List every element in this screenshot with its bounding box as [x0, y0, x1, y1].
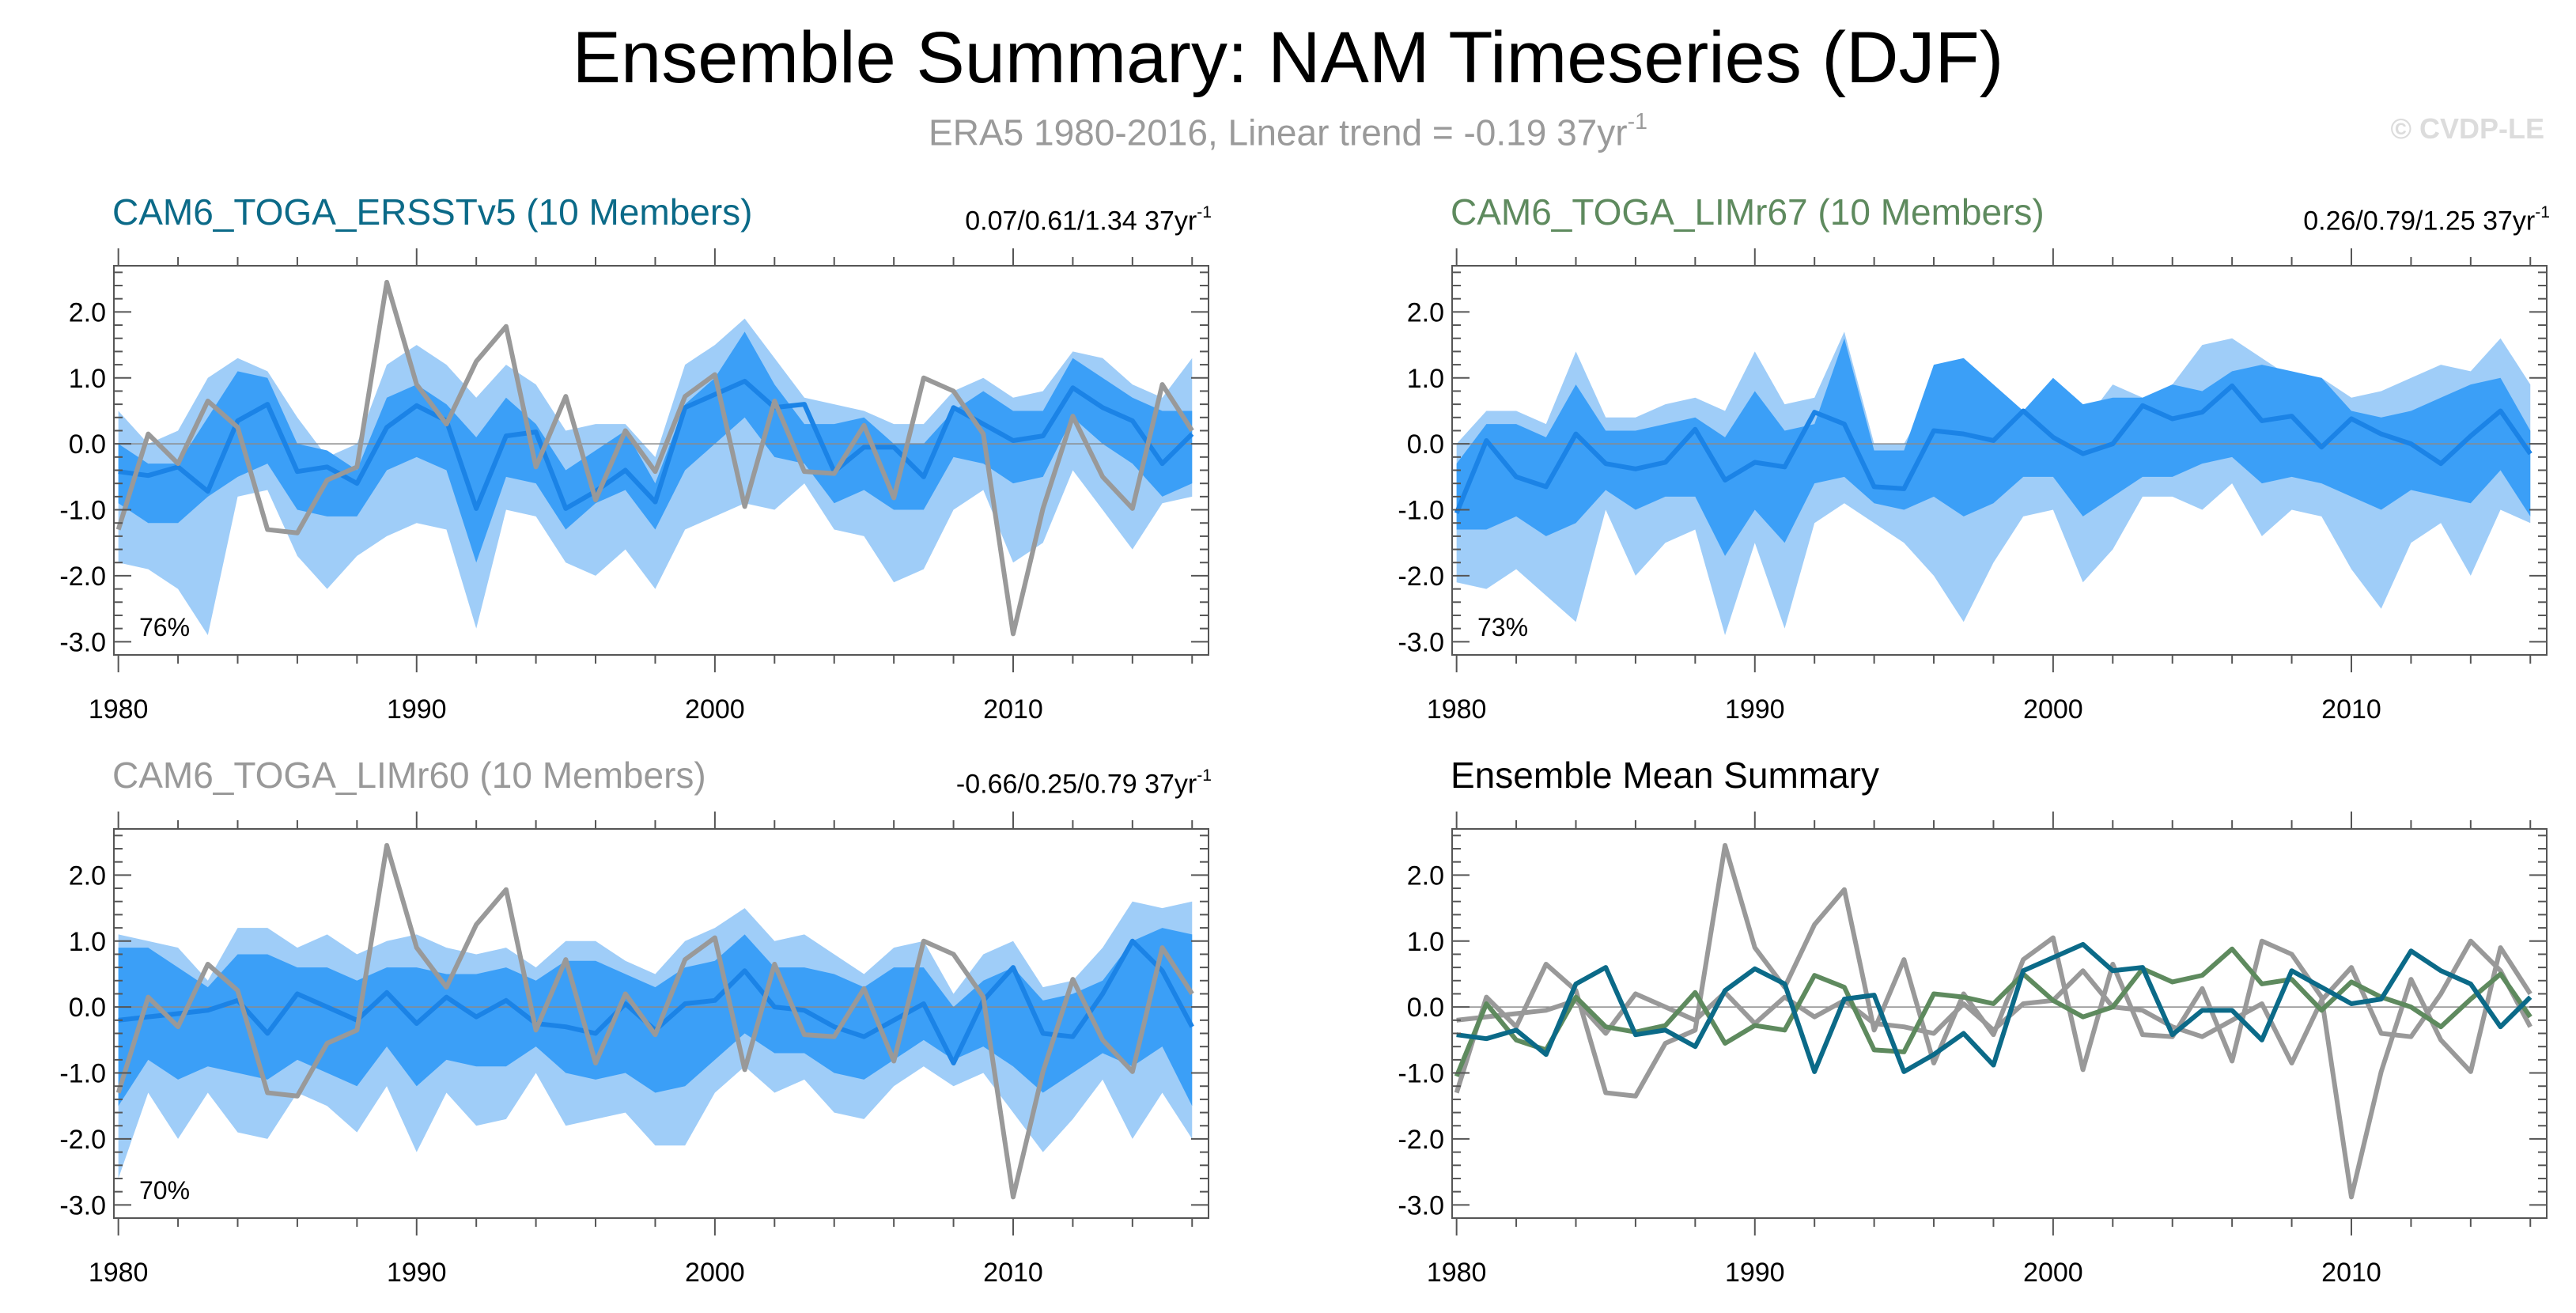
y-tick-label: -1.0	[1398, 1059, 1444, 1089]
subtitle-exponent: -1	[1627, 108, 1647, 134]
y-tick-label: 2.0	[1407, 861, 1444, 891]
x-tick-label: 1990	[1725, 694, 1785, 725]
ensemble-mean-line	[118, 378, 1194, 511]
panel-toga-limr60: 2.0 1.0 0.0 -1.0 -2.0 -3.0 1980 1990 2000 2010 70%	[59, 812, 1209, 1288]
panel-title-ensemble-mean: Ensemble Mean Summary	[1451, 755, 1879, 796]
trend-text: 0.07/0.61/1.34 37yr	[965, 206, 1197, 236]
y-tick-label: -1.0	[59, 496, 106, 526]
era5-obs-line	[115, 279, 1194, 637]
trend-label-toga-limr67: 0.26/0.79/1.25 37yr-1	[2303, 198, 2550, 238]
x-tick-label: 1990	[387, 694, 447, 725]
inner-spread-band	[118, 331, 1193, 563]
trend-label-toga-limr60: -0.66/0.25/0.79 37yr-1	[956, 761, 1212, 801]
trend-label-toga-ersst: 0.07/0.61/1.34 37yr-1	[965, 198, 1212, 238]
x-tick-label: 1980	[89, 1258, 149, 1288]
y-tick-label: 0.0	[69, 429, 106, 460]
x-tick-label: 1980	[1427, 1258, 1487, 1288]
panel-title-toga-limr67: CAM6_TOGA_LIMr67 (10 Members)	[1451, 191, 2045, 233]
plot-frame	[113, 828, 1209, 1219]
y-tick-label: -3.0	[1398, 627, 1444, 657]
panel-toga-ersst: 2.0 1.0 0.0 -1.0 -2.0 -3.0 1980 1990 2000 2010 76%	[59, 248, 1209, 725]
subtitle-text: ERA5 1980-2016, Linear trend = -0.19 37y…	[929, 112, 1628, 153]
y-tick-label: -2.0	[1398, 562, 1444, 592]
x-tick-label: 2000	[685, 1258, 745, 1288]
percent-label: 76%	[139, 613, 190, 641]
panel-toga-limr67: 2.0 1.0 0.0 -1.0 -2.0 -3.0 1980 1990 2000 2010 73%	[1398, 248, 2548, 725]
x-tick-label: 2000	[685, 694, 745, 725]
plot-frame	[1451, 265, 2548, 656]
trend-text: -0.66/0.25/0.79 37yr	[955, 769, 1197, 800]
x-tick-label: 1980	[89, 694, 149, 725]
plot-frame	[113, 265, 1209, 656]
era5-obs-line	[115, 842, 1194, 1200]
x-tick-label: 1980	[1427, 694, 1487, 725]
x-tick-label: 2010	[2321, 1258, 2381, 1288]
percent-label: 73%	[1477, 613, 1528, 641]
y-tick-label: 1.0	[1407, 927, 1444, 957]
series-line-era5	[1454, 842, 2532, 1200]
y-tick-label: 1.0	[1407, 364, 1444, 394]
y-tick-label: 1.0	[69, 364, 106, 394]
panel-title-toga-ersst: CAM6_TOGA_ERSSTv5 (10 Members)	[112, 191, 753, 233]
trend-text: 0.26/0.79/1.25 37yr	[2303, 206, 2536, 236]
plot-frame	[1451, 828, 2548, 1219]
page-title: Ensemble Summary: NAM Timeseries (DJF)	[572, 17, 2004, 98]
x-tick-label: 2010	[983, 1258, 1043, 1288]
y-tick-label: -3.0	[1398, 1190, 1444, 1220]
trend-exponent: -1	[1197, 202, 1212, 221]
y-tick-label: 2.0	[1407, 297, 1444, 327]
plot-area	[1452, 331, 2547, 635]
percent-label: 70%	[139, 1176, 190, 1205]
y-tick-label: -2.0	[59, 1125, 106, 1155]
x-tick-label: 1990	[1725, 1258, 1785, 1288]
plot-area	[114, 842, 1209, 1200]
panel-ensemble-mean: 2.0 1.0 0.0 -1.0 -2.0 -3.0 1980 1990 2000 2010	[1398, 812, 2548, 1288]
ensemble-mean-line	[1454, 383, 2532, 514]
x-tick-label: 2000	[2023, 1258, 2083, 1288]
watermark: © CVDP-LE	[2390, 112, 2544, 145]
trend-exponent: -1	[2535, 202, 2550, 221]
x-tick-label: 1990	[387, 1258, 447, 1288]
y-tick-label: -3.0	[59, 1190, 106, 1220]
y-tick-label: -2.0	[59, 562, 106, 592]
y-tick-label: -2.0	[1398, 1125, 1444, 1155]
y-tick-label: -1.0	[1398, 496, 1444, 526]
y-tick-label: -3.0	[59, 627, 106, 657]
y-tick-label: 2.0	[69, 297, 106, 327]
y-tick-label: 0.0	[1407, 993, 1444, 1023]
y-tick-label: 0.0	[69, 993, 106, 1023]
y-tick-label: -1.0	[59, 1059, 106, 1089]
x-tick-label: 2010	[2321, 694, 2381, 725]
inner-spread-band	[1456, 338, 2531, 556]
plot-area	[1452, 842, 2547, 1200]
plot-area	[114, 279, 1209, 637]
x-tick-label: 2000	[2023, 694, 2083, 725]
page-subtitle: ERA5 1980-2016, Linear trend = -0.19 37y…	[0, 101, 2576, 156]
inner-spread-band	[118, 928, 1193, 1107]
series-line-cam6-toga-limr60	[1456, 938, 2532, 1066]
y-tick-label: 1.0	[69, 927, 106, 957]
x-tick-label: 2010	[983, 694, 1043, 725]
series-line-cam6-toga-ersstv5	[1456, 941, 2532, 1074]
panel-title-toga-limr60: CAM6_TOGA_LIMr60 (10 Members)	[112, 755, 706, 796]
y-tick-label: 0.0	[1407, 429, 1444, 460]
trend-exponent: -1	[1197, 766, 1212, 785]
y-tick-label: 2.0	[69, 861, 106, 891]
